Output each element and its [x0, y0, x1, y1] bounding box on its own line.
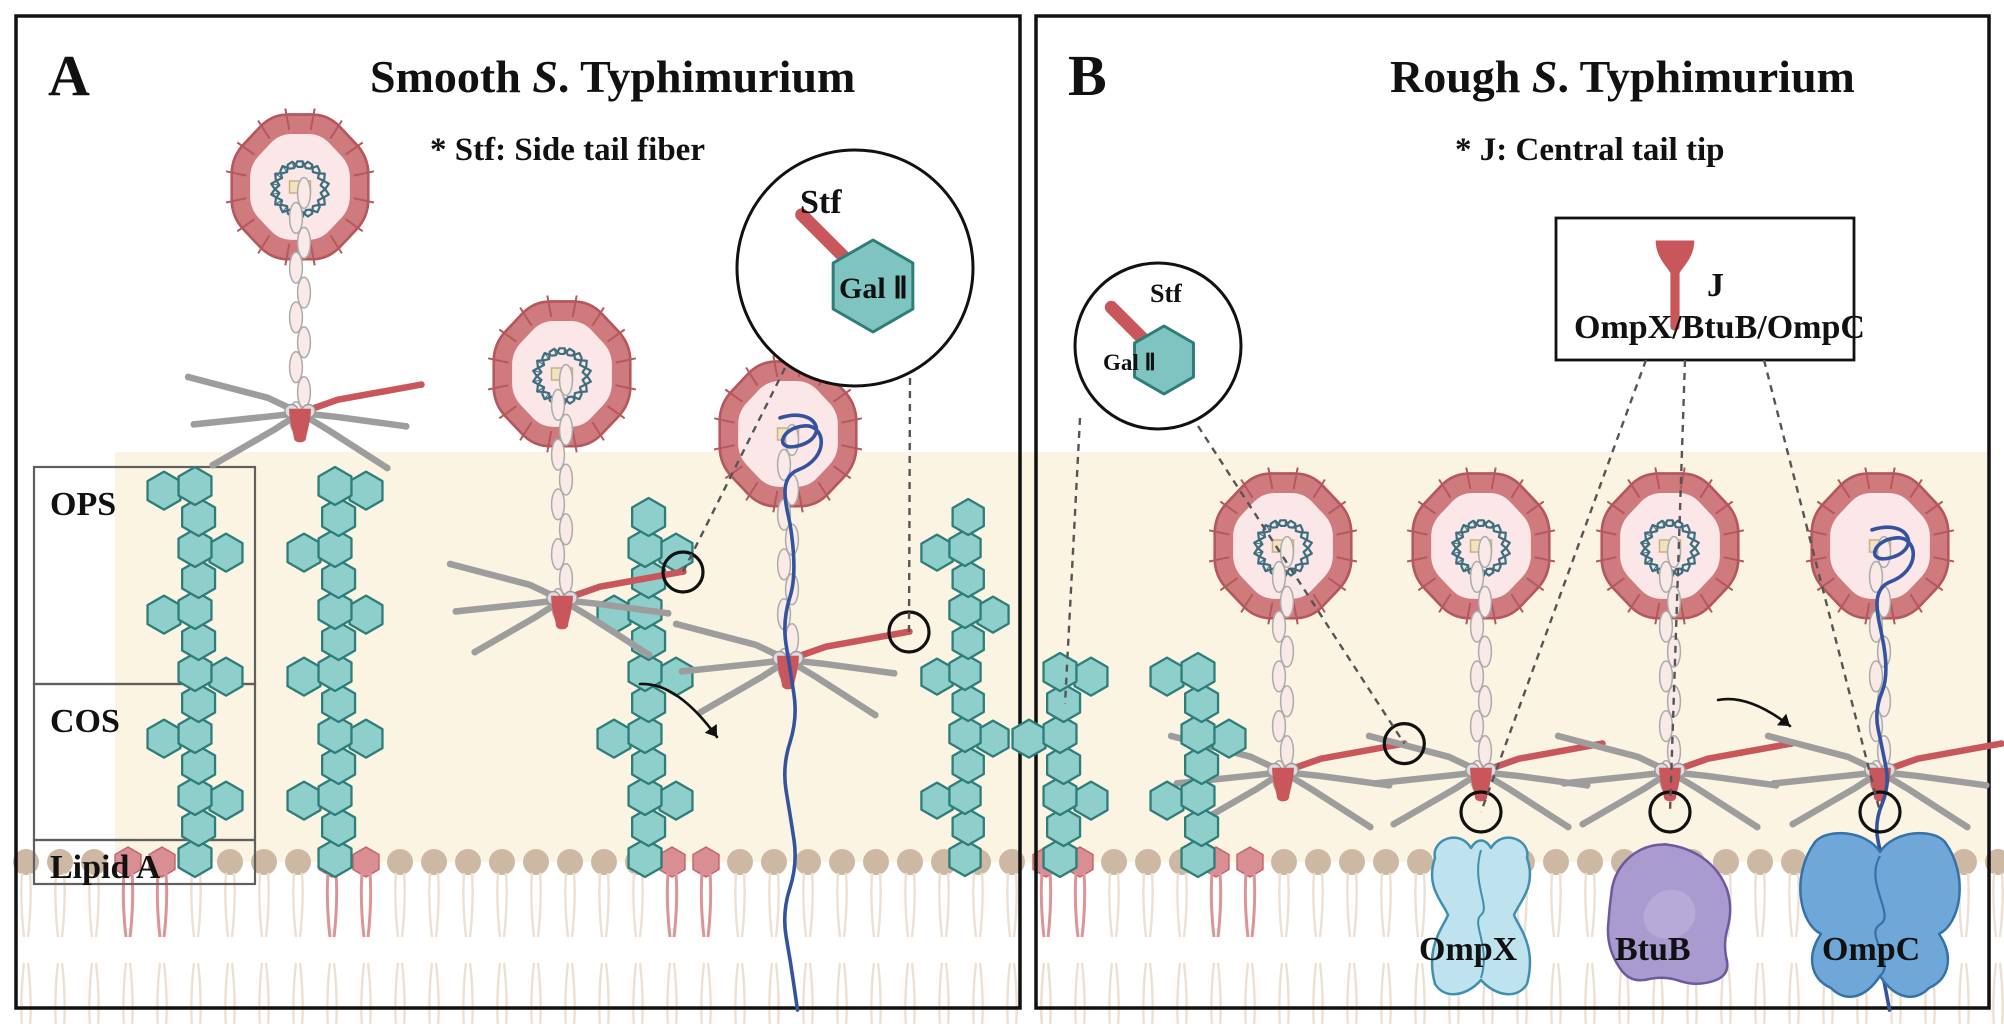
- svg-text:OmpX/BtuB/OmpC: OmpX/BtuB/OmpC: [1574, 309, 1865, 346]
- svg-text:Gal Ⅱ: Gal Ⅱ: [1103, 350, 1156, 375]
- svg-text:OPS: OPS: [50, 486, 116, 523]
- svg-text:COS: COS: [50, 703, 120, 740]
- svg-text:A: A: [48, 43, 90, 108]
- svg-text:Rough S. Typhimurium: Rough S. Typhimurium: [1390, 51, 1855, 102]
- svg-text:* J: Central tail tip: * J: Central tail tip: [1455, 132, 1724, 168]
- svg-text:OmpC: OmpC: [1822, 931, 1920, 968]
- svg-text:Stf: Stf: [1150, 279, 1182, 308]
- svg-text:Gal Ⅱ: Gal Ⅱ: [839, 272, 908, 305]
- svg-text:BtuB: BtuB: [1615, 931, 1691, 968]
- svg-text:* Stf: Side tail fiber: * Stf: Side tail fiber: [430, 132, 705, 168]
- svg-text:Stf: Stf: [800, 184, 842, 221]
- svg-text:B: B: [1068, 43, 1107, 108]
- svg-text:Lipid A: Lipid A: [50, 849, 161, 886]
- svg-text:J: J: [1707, 267, 1724, 304]
- svg-text:Smooth S. Typhimurium: Smooth S. Typhimurium: [370, 51, 855, 102]
- svg-text:OmpX: OmpX: [1419, 931, 1518, 968]
